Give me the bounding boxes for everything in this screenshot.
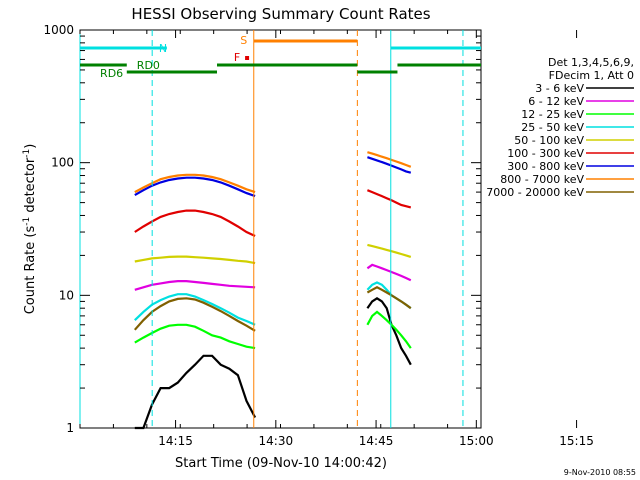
y-axis: 1 10 100 1000 bbox=[43, 23, 481, 435]
series-2 bbox=[134, 310, 412, 350]
legend: Det 1,3,4,5,6,9, FDecim 1, Att 0 3 - 6 k… bbox=[486, 56, 634, 199]
series-4 bbox=[134, 243, 412, 265]
legend-label: 100 - 300 keV bbox=[507, 147, 584, 160]
series-1 bbox=[134, 263, 412, 291]
x-tick-label: 14:45 bbox=[359, 434, 394, 448]
series-line bbox=[367, 156, 412, 174]
series-line bbox=[134, 354, 257, 430]
x-tick-label: 14:30 bbox=[259, 434, 294, 448]
series-0 bbox=[134, 296, 412, 430]
series-line bbox=[366, 296, 412, 366]
series-line bbox=[366, 286, 412, 310]
series-line bbox=[134, 293, 256, 326]
chart-title: HESSI Observing Summary Count Rates bbox=[131, 5, 430, 23]
series-line bbox=[366, 310, 412, 349]
series-line bbox=[134, 173, 256, 194]
series-line bbox=[367, 151, 412, 168]
x-tick-label: 15:00 bbox=[459, 434, 494, 448]
annotation-s: S bbox=[240, 34, 247, 47]
series-line bbox=[366, 189, 412, 209]
y-axis-label: Count Rate (s-1 detector-1) bbox=[22, 144, 38, 315]
legend-label: 7000 - 20000 keV bbox=[486, 186, 584, 199]
legend-header-line-1: Det 1,3,4,5,6,9, bbox=[548, 56, 634, 69]
series-line bbox=[367, 243, 412, 258]
y-tick-label: 1 bbox=[66, 421, 74, 435]
annotation-layer: N RD0 RD6 SF bbox=[79, 30, 481, 428]
y-axis-label-main: Count Rate (s bbox=[23, 226, 38, 315]
series-line bbox=[366, 263, 412, 282]
x-axis-label: Start Time (09-Nov-10 14:00:42) bbox=[175, 456, 387, 471]
series-line bbox=[134, 255, 256, 265]
series-8 bbox=[133, 286, 412, 332]
y-tick-label: 10 bbox=[59, 288, 74, 302]
legend-label: 50 - 100 keV bbox=[514, 134, 584, 147]
legend-header-line-2: FDecim 1, Att 0 bbox=[549, 69, 634, 82]
y-axis-label-sup2: -1 bbox=[22, 149, 32, 158]
legend-label: 6 - 12 keV bbox=[528, 95, 584, 108]
y-axis-label-sup1: -1 bbox=[22, 217, 32, 226]
flare-marker bbox=[245, 56, 250, 60]
legend-label: 800 - 7000 keV bbox=[500, 173, 584, 186]
series-7 bbox=[134, 151, 412, 194]
y-axis-label-mid: detector bbox=[23, 157, 38, 217]
series-line bbox=[134, 209, 256, 237]
series-line bbox=[134, 176, 256, 198]
annotation-n: N bbox=[159, 42, 167, 55]
legend-label: 300 - 800 keV bbox=[507, 160, 584, 173]
series-line bbox=[134, 280, 256, 291]
legend-label: 25 - 50 keV bbox=[521, 121, 584, 134]
series-5 bbox=[134, 189, 412, 237]
annotation-rd0: RD0 bbox=[137, 59, 160, 72]
annotation-f: F bbox=[234, 51, 240, 64]
y-tick-label: 100 bbox=[51, 156, 74, 170]
series-layer bbox=[133, 151, 412, 430]
legend-label: 3 - 6 keV bbox=[535, 82, 584, 95]
series-6 bbox=[134, 156, 412, 198]
timestamp: 9-Nov-2010 08:55 bbox=[564, 468, 636, 477]
annotation-rd6: RD6 bbox=[100, 67, 123, 80]
y-axis-label-end: ) bbox=[23, 144, 38, 149]
x-tick-label: 15:15 bbox=[559, 434, 594, 448]
x-tick-label: 14:15 bbox=[158, 434, 193, 448]
legend-label: 12 - 25 keV bbox=[521, 108, 584, 121]
y-tick-label: 1000 bbox=[43, 23, 74, 37]
series-line bbox=[133, 297, 256, 332]
series-line bbox=[134, 323, 256, 350]
